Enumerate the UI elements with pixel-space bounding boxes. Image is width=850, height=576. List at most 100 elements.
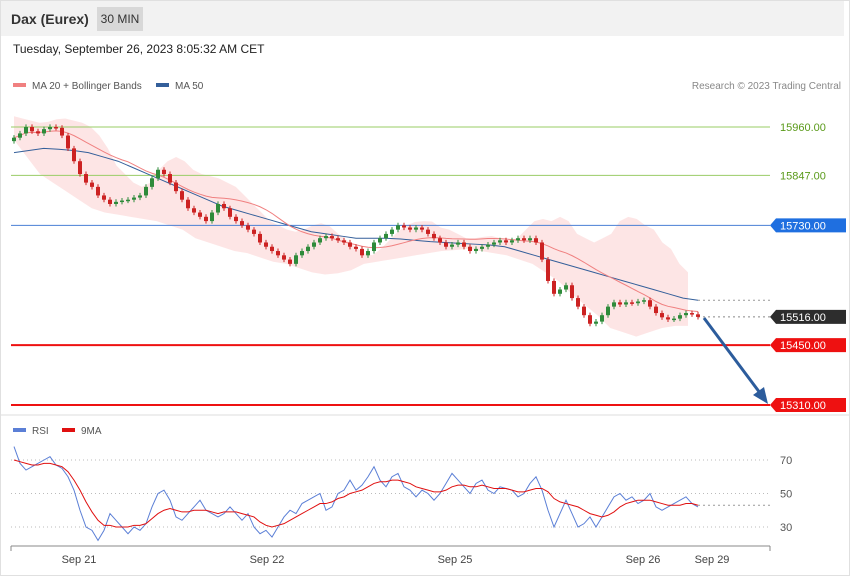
candle-body <box>12 137 16 142</box>
candle-body <box>660 313 664 318</box>
candle-body <box>258 233 262 243</box>
x-tick-label: Sep 21 <box>62 554 97 566</box>
candle-body <box>30 127 34 132</box>
legend-rsi-ma: 9MA <box>62 426 102 437</box>
ma20-legend-label: MA 20 + Bollinger Bands <box>32 81 142 92</box>
candle-body <box>144 186 148 196</box>
forecast-arrowhead <box>753 387 768 404</box>
candle-body <box>528 238 532 241</box>
candle-body <box>48 127 52 130</box>
candle-body <box>264 242 268 247</box>
instrument-title: Dax (Eurex) <box>11 11 89 27</box>
candle-body <box>480 246 484 249</box>
candle-body <box>78 161 82 175</box>
candle-body <box>216 203 220 213</box>
candle-body <box>444 242 448 247</box>
x-tick-label: Sep 22 <box>250 554 285 566</box>
candle-body <box>426 229 430 234</box>
forecast-arrow <box>702 317 765 398</box>
candle-body <box>510 240 514 243</box>
candle-body <box>384 233 388 239</box>
ma50-line <box>13 147 699 301</box>
candle-body <box>630 302 634 304</box>
candle-body <box>294 255 298 264</box>
level-label: 15730.00 <box>780 220 826 232</box>
rsi-tick-label: 50 <box>780 489 792 501</box>
candle-body <box>138 195 142 198</box>
candle-body <box>66 135 70 149</box>
candle-body <box>522 238 526 241</box>
rsi-tick-label: 70 <box>780 455 792 467</box>
candle-body <box>390 229 394 234</box>
candle-body <box>552 280 556 294</box>
candle-body <box>186 199 190 209</box>
candle-body <box>222 203 226 209</box>
candle-body <box>84 174 88 183</box>
ma20-swatch <box>13 83 26 88</box>
candle-body <box>648 300 652 307</box>
level-label: 15516.00 <box>780 312 826 324</box>
rsi-swatch <box>13 428 26 433</box>
timeframe-badge[interactable]: 30 MIN <box>97 7 143 31</box>
candle-body <box>570 285 574 299</box>
candle-body <box>540 242 544 260</box>
candle-body <box>240 221 244 226</box>
candle-body <box>666 317 670 320</box>
candle-body <box>288 259 292 264</box>
candle-body <box>336 238 340 241</box>
candle-body <box>612 302 616 307</box>
candle-body <box>438 238 442 243</box>
candle-body <box>324 236 328 239</box>
candle-body <box>318 238 322 243</box>
rsi-tick-label: 30 <box>780 522 792 534</box>
candle-body <box>432 233 436 239</box>
candle-body <box>282 255 286 260</box>
candle-body <box>420 227 424 230</box>
level-label: 15450.00 <box>780 340 826 352</box>
rsi-ma-line <box>13 459 699 528</box>
candle-body <box>414 227 418 230</box>
chart-header: Dax (Eurex) 30 MIN <box>0 0 844 36</box>
candle-body <box>276 251 280 256</box>
candle-body <box>108 199 112 204</box>
level-label: 15310.00 <box>780 400 826 412</box>
candle-body <box>234 216 238 222</box>
candle-body <box>192 208 196 213</box>
candle-body <box>576 298 580 307</box>
candle-body <box>348 242 352 247</box>
candle-body <box>468 246 472 252</box>
candle-body <box>474 248 478 252</box>
candle-body <box>558 289 562 294</box>
candle-body <box>642 300 646 302</box>
candle-body <box>378 238 382 243</box>
candle-body <box>180 191 184 200</box>
candle-body <box>168 174 172 183</box>
level-label: 15960.00 <box>780 122 826 134</box>
candle-body <box>24 127 28 134</box>
candle-body <box>402 225 406 228</box>
candle-body <box>204 216 208 222</box>
candle-body <box>498 240 502 243</box>
candle-body <box>546 259 550 281</box>
candle-body <box>90 182 94 187</box>
ma50-legend-label: MA 50 <box>175 81 204 92</box>
candle-body <box>516 238 520 241</box>
bollinger-band <box>14 116 688 337</box>
level-label: 15847.00 <box>780 170 826 182</box>
candle-body <box>198 212 202 217</box>
candle-body <box>672 318 676 321</box>
level-tag <box>770 218 846 233</box>
candle-body <box>408 227 412 230</box>
level-tag <box>770 398 846 412</box>
candle-body <box>246 225 250 230</box>
candle-body <box>330 236 334 239</box>
candle-body <box>594 321 598 324</box>
candle-body <box>342 240 346 243</box>
candle-body <box>606 306 610 316</box>
candle-body <box>360 248 364 256</box>
candle-body <box>102 195 106 200</box>
research-credit: Research © 2023 Trading Central <box>691 81 841 92</box>
candle-body <box>156 169 160 179</box>
legend-rsi: RSI <box>13 426 49 437</box>
